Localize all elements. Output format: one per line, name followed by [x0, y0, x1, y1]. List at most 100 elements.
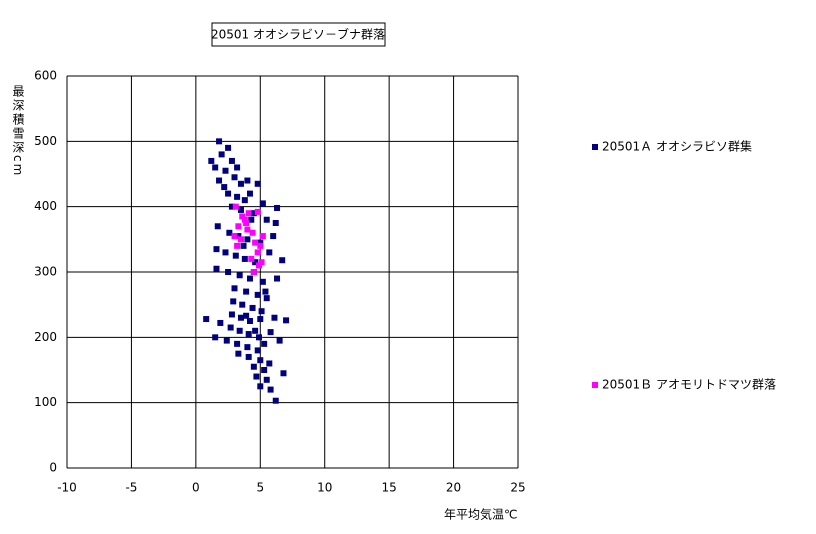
point	[243, 220, 250, 226]
point	[216, 138, 223, 145]
point	[267, 386, 274, 393]
y-tick-label: 200	[34, 330, 57, 344]
point	[244, 226, 251, 233]
point	[218, 151, 225, 158]
point	[244, 344, 251, 351]
point	[234, 242, 241, 249]
point	[245, 353, 252, 360]
point	[271, 314, 278, 321]
point	[234, 164, 241, 171]
point	[274, 275, 281, 282]
point	[248, 216, 255, 223]
point	[213, 246, 220, 253]
point	[216, 177, 223, 184]
point	[245, 210, 252, 217]
point	[241, 216, 248, 223]
point	[246, 318, 253, 324]
point	[222, 249, 229, 256]
title-box	[211, 22, 386, 47]
point	[261, 340, 268, 347]
point	[246, 190, 253, 197]
point	[262, 288, 269, 295]
y-tick-label: 600	[34, 69, 57, 83]
point	[239, 213, 246, 220]
legend-label: 20501Ｂ アオモリトドマツ群落	[602, 378, 776, 392]
point	[254, 208, 261, 215]
point	[279, 257, 286, 264]
x-tick-label: 10	[317, 481, 332, 495]
point	[225, 190, 232, 197]
point	[258, 259, 265, 266]
legend-label: 20501Ａ オオシラビソ群集	[602, 139, 752, 154]
x-tick-label: -10	[57, 481, 77, 495]
point	[235, 350, 242, 357]
point	[231, 285, 238, 292]
point	[254, 249, 261, 256]
y-tick-label: 500	[34, 134, 57, 148]
x-tick-label: 25	[510, 481, 525, 495]
point	[243, 288, 250, 295]
point	[230, 298, 237, 305]
point	[235, 223, 242, 230]
point	[236, 272, 243, 279]
point	[254, 347, 261, 354]
point	[259, 278, 266, 285]
point	[252, 327, 259, 334]
point	[263, 216, 270, 223]
point	[208, 157, 215, 164]
point	[239, 301, 246, 308]
point	[231, 233, 238, 240]
point	[244, 177, 251, 184]
point	[237, 236, 244, 243]
point	[252, 239, 259, 246]
point	[257, 383, 264, 390]
point	[231, 174, 238, 181]
point	[283, 317, 290, 324]
point	[237, 314, 244, 321]
point	[257, 316, 264, 323]
point	[250, 210, 257, 217]
point	[243, 312, 250, 319]
point	[212, 164, 219, 171]
point	[272, 397, 279, 404]
legend-marker	[592, 144, 598, 150]
point	[241, 197, 248, 204]
point	[232, 203, 239, 210]
chart-title: 20501 オオシラビソ－ブナ群落	[211, 27, 385, 42]
point	[274, 204, 281, 211]
x-tick-label: 20	[446, 481, 461, 495]
point	[272, 220, 279, 226]
point	[254, 180, 261, 187]
point	[259, 200, 266, 207]
point	[228, 311, 235, 318]
point	[252, 259, 259, 266]
y-tick-label: 300	[34, 265, 57, 279]
point	[258, 308, 265, 315]
point	[244, 236, 251, 243]
point	[225, 144, 232, 151]
point	[255, 262, 262, 269]
point	[212, 334, 219, 341]
point	[249, 304, 256, 311]
point	[236, 327, 243, 334]
point	[237, 180, 244, 187]
y-axis-label: 最深積雪深cm	[11, 85, 25, 178]
point	[225, 269, 232, 275]
point	[234, 340, 241, 347]
point	[214, 223, 221, 230]
x-tick-label: -5	[125, 481, 137, 495]
point	[237, 206, 244, 213]
point	[263, 376, 270, 383]
point	[234, 193, 241, 200]
point	[266, 360, 273, 367]
point	[228, 157, 235, 164]
point	[241, 255, 248, 262]
point	[213, 265, 220, 272]
point	[280, 370, 287, 377]
y-tick-label: 100	[34, 395, 57, 409]
point	[267, 329, 274, 336]
point	[223, 337, 230, 344]
point	[203, 316, 210, 323]
point	[250, 363, 257, 370]
point	[232, 252, 239, 259]
